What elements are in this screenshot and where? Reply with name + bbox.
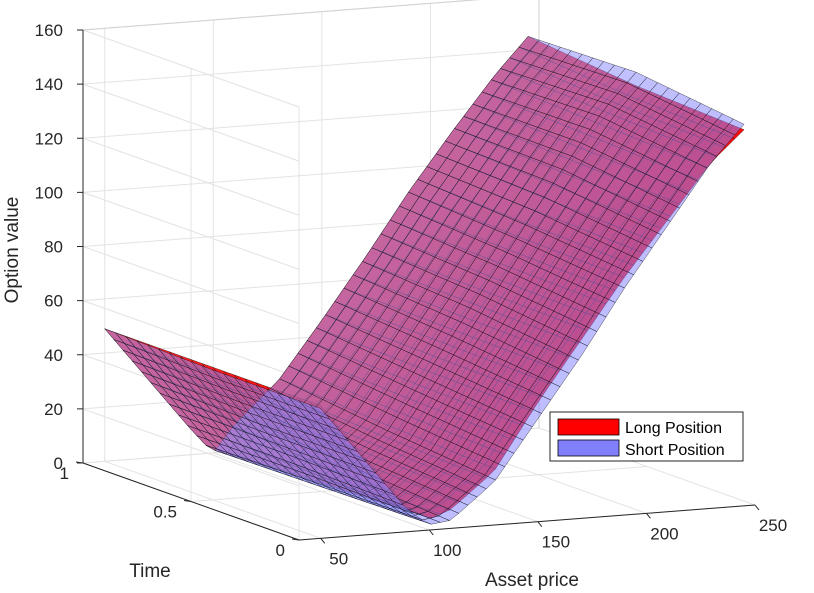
x-tick-label: 100	[433, 541, 461, 560]
x-axis-line	[298, 504, 756, 541]
legend-label-long: Long Position	[625, 420, 722, 437]
z-tick-label: 80	[44, 238, 63, 257]
surface-short	[104, 36, 745, 525]
surfaces	[103, 36, 745, 525]
legend: Long Position Short Position	[549, 411, 744, 462]
z-tick-label: 140	[35, 75, 63, 94]
x-tick-label: 50	[329, 549, 348, 568]
x-tick-label: 150	[542, 533, 570, 552]
grid-line-z-back	[82, 0, 481, 31]
z-tick-label: 0	[54, 454, 63, 473]
x-tick-mark	[320, 538, 326, 544]
z-tick-label: 40	[44, 346, 63, 365]
z-axis-label: Option value	[2, 197, 23, 304]
grid-line-z-back	[82, 102, 540, 139]
x-tick-mark	[537, 521, 543, 527]
y-tick-label: 1	[60, 464, 69, 483]
z-tick-label: 60	[44, 292, 63, 311]
z-tick-label: 160	[35, 21, 63, 40]
x-tick-label: 250	[759, 516, 787, 535]
legend-label-short: Short Position	[625, 442, 725, 459]
y-tick-mark	[183, 500, 192, 502]
y-tick-label: 0.5	[153, 503, 177, 522]
x-tick-mark	[428, 529, 434, 536]
x-tick-mark	[646, 513, 651, 519]
z-tick-label: 20	[44, 400, 63, 419]
surface-patch	[723, 118, 745, 136]
box-edge	[82, 0, 481, 31]
legend-swatch-short	[557, 439, 620, 457]
y-tick-label: 0	[276, 541, 285, 560]
x-tick-label: 200	[650, 524, 678, 543]
y-tick-mark	[291, 538, 300, 541]
x-axis-label: Asset price	[485, 570, 579, 591]
legend-swatch-long	[557, 418, 620, 436]
z-tick-label: 100	[35, 183, 63, 202]
z-tick-label: 120	[35, 129, 63, 148]
x-tick-mark	[754, 504, 760, 511]
y-axis-label: Time	[129, 561, 171, 582]
grid-line-z-back	[82, 48, 540, 85]
